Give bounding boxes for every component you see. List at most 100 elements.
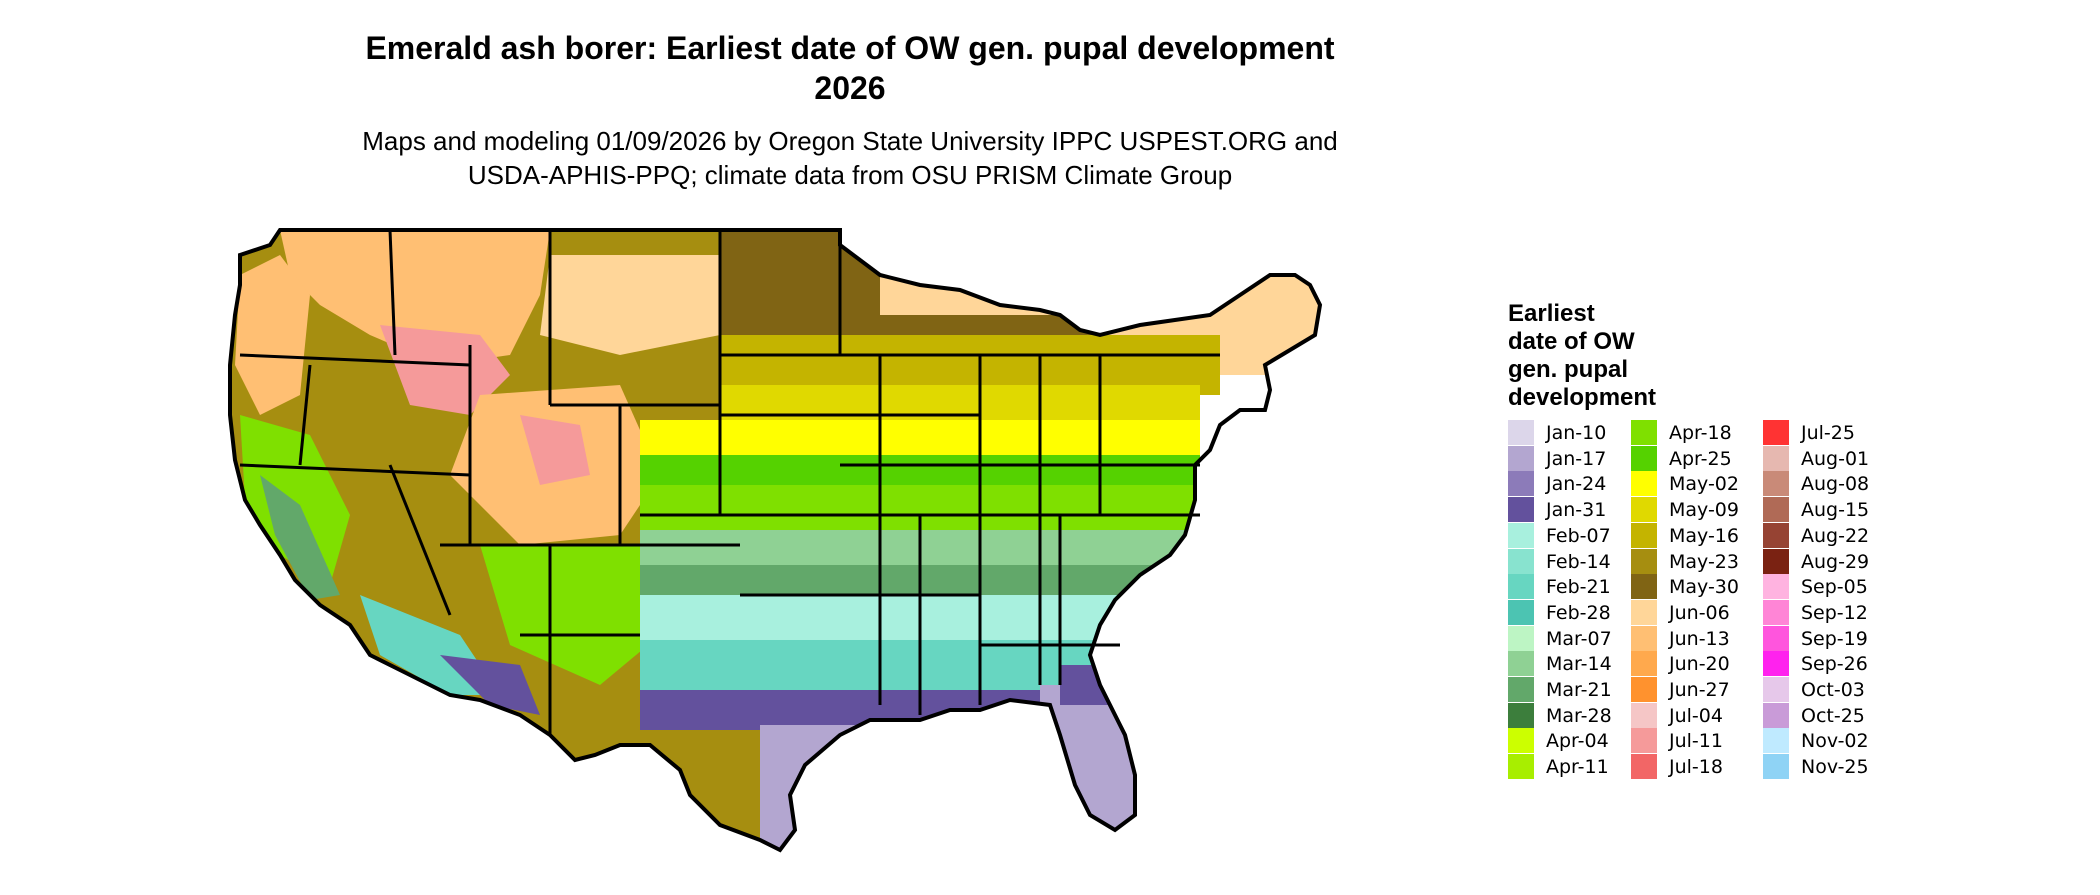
map-subtitle: Maps and modeling 01/09/2026 by Oregon S… (300, 124, 1400, 192)
legend-swatch (1631, 420, 1657, 445)
region-idaho-peaks (380, 325, 510, 415)
legend-swatch (1763, 497, 1789, 523)
legend-swatch (1763, 574, 1789, 600)
legend-swatch (1508, 599, 1534, 625)
legend-swatch (1763, 522, 1789, 548)
legend-label: Aug-29 (1801, 550, 1870, 573)
legend-swatch (1631, 445, 1657, 471)
legend-item: Jul-25 (1763, 420, 1893, 446)
legend-label: May-16 (1669, 524, 1739, 547)
legend-label: Jan-17 (1546, 447, 1607, 470)
region-california-valley (240, 415, 350, 585)
legend-label: Aug-22 (1801, 524, 1870, 547)
legend-swatch (1763, 471, 1789, 497)
region-desert-southwest (440, 655, 540, 715)
legend-item: Aug-01 (1763, 445, 1893, 472)
legend-item: Sep-26 (1763, 651, 1893, 677)
region-california-central (260, 475, 340, 600)
map-subtitle-line-1: Maps and modeling 01/09/2026 by Oregon S… (362, 126, 1338, 156)
band-south-texas (760, 725, 880, 850)
legend-item: Nov-25 (1763, 754, 1893, 780)
legend-swatch (1631, 728, 1657, 754)
legend-item: May-09 (1631, 497, 1761, 523)
legend-swatch (1631, 599, 1657, 625)
legend-item: Feb-14 (1508, 548, 1638, 575)
legend-swatch (1508, 702, 1534, 728)
legend-label: Jan-10 (1546, 422, 1607, 444)
legend-item: Apr-18 (1631, 420, 1761, 446)
legend-swatch (1508, 471, 1534, 497)
legend-label: Feb-07 (1546, 524, 1611, 547)
legend-item: Oct-25 (1763, 702, 1893, 729)
region-northern-rockies (280, 230, 550, 365)
legend-label: Sep-19 (1801, 627, 1868, 650)
legend-item: Mar-14 (1508, 651, 1638, 677)
legend-label: Aug-01 (1801, 447, 1870, 470)
legend-item: Oct-03 (1763, 677, 1893, 703)
legend-item: Sep-05 (1763, 574, 1893, 600)
region-cascades (235, 255, 310, 415)
legend-swatch (1508, 548, 1534, 574)
legend-item: May-30 (1631, 574, 1761, 600)
legend-label: Mar-28 (1546, 704, 1612, 727)
map-title: Emerald ash borer: Earliest date of OW g… (300, 28, 1400, 108)
legend-label: Apr-18 (1669, 422, 1732, 444)
legend-item: Nov-02 (1763, 728, 1893, 754)
legend-label: Jan-31 (1546, 499, 1607, 522)
legend-item: Jan-31 (1508, 497, 1638, 523)
legend-label: Jun-20 (1669, 653, 1730, 676)
legend-label: Sep-26 (1801, 653, 1868, 676)
legend-label: Feb-28 (1546, 601, 1611, 624)
legend-item: Jun-27 (1631, 677, 1761, 703)
map-subtitle-line-2: USDA-APHIS-PPQ; climate data from OSU PR… (467, 160, 1233, 190)
legend-label: Apr-04 (1546, 730, 1609, 753)
legend-label: Jul-18 (1669, 756, 1723, 779)
legend-item: Aug-29 (1763, 548, 1893, 575)
legend-label: Jul-25 (1801, 422, 1855, 444)
legend-label: Sep-05 (1801, 576, 1868, 599)
legend-swatch (1508, 574, 1534, 600)
legend-swatch (1631, 548, 1657, 574)
legend-swatch (1763, 548, 1789, 574)
legend-label: Feb-21 (1546, 576, 1611, 599)
state-boundary (388, 464, 452, 616)
legend-swatch (1763, 445, 1789, 471)
legend-item: Jan-17 (1508, 445, 1638, 472)
legend-label: May-09 (1669, 499, 1739, 522)
state-boundary (298, 364, 312, 466)
legend-swatch (1631, 574, 1657, 600)
legend-item: Jun-06 (1631, 599, 1761, 626)
legend-item: Feb-07 (1508, 522, 1638, 549)
legend-swatch (1631, 497, 1657, 523)
legend-swatch (1508, 445, 1534, 471)
legend-item: Apr-04 (1508, 728, 1638, 754)
legend-item: May-23 (1631, 548, 1761, 575)
legend-swatch (1508, 677, 1534, 702)
legend-label: Nov-25 (1801, 756, 1869, 779)
map-title-line-2: 2026 (814, 70, 886, 106)
legend-label: Nov-02 (1801, 730, 1869, 753)
legend-swatch (1508, 522, 1534, 548)
legend-swatch (1763, 420, 1789, 445)
legend-label: Jun-27 (1669, 679, 1730, 701)
legend-label: Feb-14 (1546, 550, 1611, 573)
legend-label: Mar-14 (1546, 653, 1612, 676)
map-title-line-1: Emerald ash borer: Earliest date of OW g… (365, 30, 1335, 66)
legend-item: May-02 (1631, 471, 1761, 497)
legend-label: Aug-08 (1801, 473, 1870, 496)
legend-item: Aug-08 (1763, 471, 1893, 497)
legend-title: Earliest date of OW gen. pupal developme… (1508, 300, 1657, 411)
legend-swatch (1631, 651, 1657, 677)
legend-item: Jul-11 (1631, 728, 1761, 754)
legend-label: Jun-13 (1669, 627, 1730, 650)
legend-label: Apr-25 (1669, 447, 1732, 470)
legend-swatch (1508, 625, 1534, 651)
legend-label: Apr-11 (1546, 756, 1609, 779)
legend-swatch (1508, 754, 1534, 780)
legend-item: Mar-28 (1508, 702, 1638, 729)
legend-swatch (1631, 625, 1657, 651)
legend-item: Sep-12 (1763, 599, 1893, 626)
legend-swatch (1763, 651, 1789, 677)
legend-swatch (1631, 522, 1657, 548)
legend-item: Mar-07 (1508, 625, 1638, 652)
